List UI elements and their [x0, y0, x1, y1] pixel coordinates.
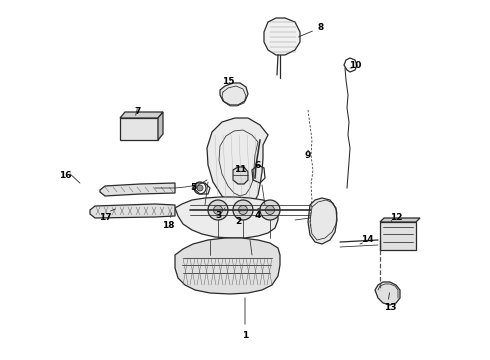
Circle shape: [197, 185, 203, 191]
Text: 5: 5: [190, 184, 196, 193]
Circle shape: [208, 200, 228, 220]
FancyBboxPatch shape: [380, 222, 416, 250]
Text: 11: 11: [234, 166, 246, 175]
Text: 6: 6: [255, 161, 261, 170]
Text: 3: 3: [215, 211, 221, 220]
Circle shape: [266, 206, 274, 215]
Text: 17: 17: [98, 213, 111, 222]
Text: 16: 16: [59, 171, 71, 180]
Polygon shape: [380, 218, 420, 222]
Text: 4: 4: [255, 211, 261, 220]
Text: 2: 2: [235, 217, 241, 226]
Text: 15: 15: [222, 77, 234, 86]
Text: 12: 12: [390, 213, 402, 222]
Polygon shape: [220, 83, 248, 105]
Polygon shape: [175, 238, 280, 294]
Text: 1: 1: [242, 330, 248, 339]
FancyBboxPatch shape: [120, 118, 158, 140]
Polygon shape: [375, 282, 400, 305]
Polygon shape: [308, 198, 337, 244]
Polygon shape: [264, 18, 300, 55]
Circle shape: [214, 206, 222, 215]
Circle shape: [239, 206, 247, 215]
Text: 9: 9: [305, 150, 311, 159]
Circle shape: [260, 200, 280, 220]
Polygon shape: [158, 112, 163, 140]
Polygon shape: [207, 118, 268, 208]
Text: 10: 10: [349, 60, 361, 69]
Circle shape: [233, 200, 253, 220]
Text: 8: 8: [318, 23, 324, 32]
Text: 14: 14: [361, 235, 373, 244]
Polygon shape: [175, 197, 278, 238]
Polygon shape: [100, 183, 175, 196]
Text: 13: 13: [384, 303, 396, 312]
Text: 7: 7: [135, 108, 141, 117]
Polygon shape: [120, 112, 163, 118]
Polygon shape: [233, 167, 248, 184]
Text: 18: 18: [162, 220, 174, 230]
Polygon shape: [90, 204, 175, 218]
